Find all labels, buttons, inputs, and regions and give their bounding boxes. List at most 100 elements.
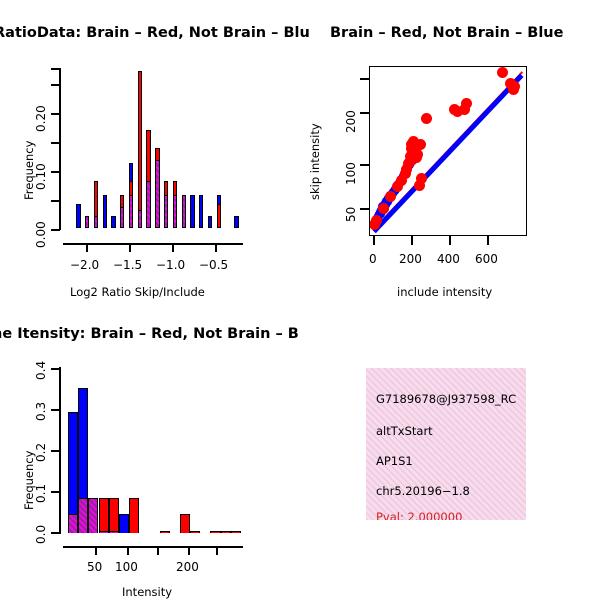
- ytick: [51, 408, 60, 411]
- histogram-bar-overlap: [146, 180, 151, 228]
- histogram-bar-overlap: [78, 498, 89, 533]
- scatter-point-brain: [405, 139, 417, 151]
- ratio-histogram-xtick-2: −1.0: [156, 258, 186, 272]
- histogram-bar-overlap: [181, 195, 186, 228]
- info-pval: Pval: 2.000000: [376, 510, 463, 520]
- ytick-minor: [51, 83, 60, 87]
- xtick: [188, 546, 191, 555]
- histogram-bar-brain: [159, 530, 170, 533]
- xtick: [373, 236, 376, 245]
- scatter-xlabel: include intensity: [397, 285, 493, 299]
- intensity-histogram-ytick-1: 0.1: [34, 483, 48, 503]
- ytick: [360, 208, 369, 211]
- intensity-histogram-ytick-3: 0.3: [34, 401, 48, 421]
- scatter-xtick-400: 400: [437, 252, 460, 266]
- histogram-bar-not-brain: [234, 216, 239, 228]
- histogram-bar-brain: [137, 70, 142, 228]
- scatter-point-brain: [385, 191, 397, 203]
- panel-scatter: Brain – Red, Not Brain – Blue skip inten…: [300, 0, 600, 310]
- intensity-histogram-xtick-200: 200: [176, 560, 199, 574]
- scatter-xtick-600: 600: [475, 252, 498, 266]
- scatter-point-brain: [459, 103, 471, 115]
- histogram-bar-brain: [129, 498, 140, 533]
- intensity-histogram-ytick-0: 0.0: [34, 524, 48, 544]
- fit-line-not-brain: [371, 73, 523, 233]
- histogram-bar-brain: [210, 530, 221, 533]
- scatter-point-brain: [396, 174, 408, 186]
- intensity-histogram-ytick-4: 0.4: [34, 360, 48, 380]
- scatter-point-brain: [392, 181, 404, 193]
- info-event-type: altTxStart: [376, 424, 433, 438]
- scatter-point-brain: [413, 179, 425, 191]
- xtick: [86, 243, 89, 252]
- info-probe-id: G7189678@J937598_RC: [376, 392, 517, 406]
- scatter-plot-area: [369, 66, 527, 236]
- ratio-histogram-xtick-3: −0.5: [199, 258, 229, 272]
- scatter-ytick-100: 100: [344, 162, 358, 185]
- ytick: [51, 170, 60, 174]
- histogram-bar-brain: [179, 513, 191, 533]
- scatter-point-brain: [401, 163, 413, 175]
- ytick: [360, 164, 369, 167]
- scatter-point-brain: [406, 154, 418, 166]
- panel-intensity-histogram: ne Itensity: Brain – Red, Not Brain – B …: [0, 310, 300, 600]
- xtick: [487, 236, 490, 245]
- ratio-histogram-xtick-1: −1.5: [113, 258, 143, 272]
- ytick-minor: [51, 199, 60, 203]
- scatter-ytick-200: 200: [344, 110, 358, 133]
- scatter-ytick-50: 50: [344, 206, 358, 222]
- ratio-histogram-ytick-2: 0.20: [34, 105, 48, 132]
- ytick: [51, 490, 60, 493]
- gene-info-panel: G7189678@J937598_RC altTxStart AP1S1 chr…: [366, 368, 526, 520]
- ratio-histogram-xtick-0: −2.0: [70, 258, 100, 272]
- ratio-histogram-plot-area: [63, 62, 243, 228]
- ytick-minor: [51, 67, 60, 71]
- intensity-histogram-xaxis: [63, 546, 243, 549]
- histogram-bar-overlap: [120, 207, 125, 228]
- ratio-histogram-title: RatioData: Brain – Red, Not Brain – Blu: [0, 25, 310, 41]
- histogram-bar-overlap: [68, 513, 79, 533]
- ratio-histogram-yaxis: [59, 68, 62, 230]
- xtick: [215, 243, 218, 252]
- histogram-bar-not-brain: [102, 195, 107, 228]
- histogram-bar-not-brain: [190, 195, 195, 228]
- ratio-histogram-ytick-1: 0.10: [34, 163, 48, 190]
- ytick: [51, 228, 60, 232]
- histogram-bar-brain: [98, 498, 109, 533]
- histogram-bar-brain: [190, 530, 201, 533]
- panel-ratio-histogram: RatioData: Brain – Red, Not Brain – Blu …: [0, 0, 310, 310]
- histogram-bar-overlap: [137, 210, 142, 228]
- xtick: [95, 546, 98, 555]
- xtick: [172, 243, 175, 252]
- scatter-title: Brain – Red, Not Brain – Blue: [330, 25, 564, 41]
- scatter-point-brain: [496, 67, 508, 79]
- histogram-bar-brain: [108, 498, 119, 533]
- histogram-bar-not-brain: [76, 204, 81, 228]
- scatter-point-brain: [452, 105, 464, 117]
- histogram-bar-overlap: [108, 530, 119, 533]
- histogram-bar-not-brain: [199, 195, 204, 228]
- histogram-bar-overlap: [163, 195, 169, 228]
- scatter-ylabel: skip intensity: [308, 123, 322, 200]
- scatter-point-brain: [508, 80, 520, 92]
- intensity-histogram-ytick-2: 0.2: [34, 442, 48, 462]
- ratio-histogram-ytick-0: 0.00: [34, 221, 48, 248]
- histogram-bar-brain: [220, 530, 231, 533]
- histogram-bar-not-brain: [68, 412, 79, 533]
- ytick-minor: [51, 141, 60, 145]
- ytick: [360, 112, 369, 115]
- xtick: [129, 243, 132, 252]
- ytick: [51, 367, 60, 370]
- histogram-bar-overlap: [88, 498, 99, 533]
- scatter-xtick-200: 200: [399, 252, 422, 266]
- ratio-histogram-xaxis: [63, 243, 243, 246]
- ytick: [360, 78, 369, 81]
- ytick: [51, 449, 60, 452]
- intensity-histogram-yaxis: [59, 367, 62, 534]
- histogram-bar-overlap: [98, 530, 109, 533]
- scatter-point-brain: [420, 112, 432, 124]
- ratio-histogram-xlabel: Log2 Ratio Skip/Include: [70, 285, 205, 299]
- histogram-bar-overlap: [128, 195, 134, 228]
- info-gene-symbol: AP1S1: [376, 454, 413, 468]
